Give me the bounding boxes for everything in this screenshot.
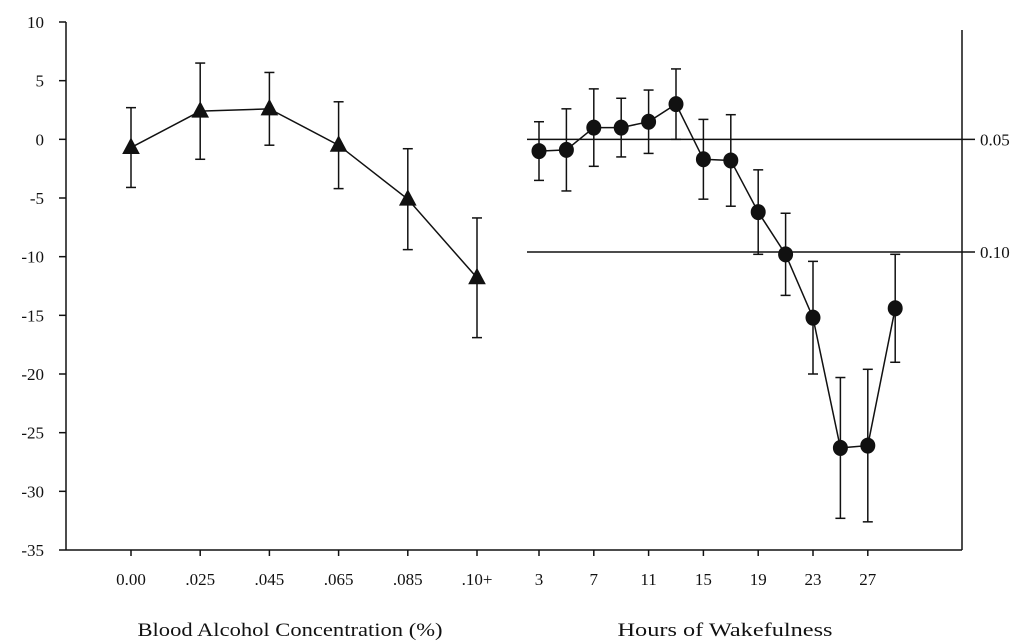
x-tick-label: 23	[805, 570, 822, 589]
y-tick-label: -35	[21, 541, 44, 560]
x-tick-label: 0.00	[116, 570, 146, 589]
series-alcohol	[122, 62, 486, 339]
x-tick-label: 3	[535, 570, 544, 589]
x-axis-title-wakefulness: Hours of Wakefulness	[618, 620, 833, 641]
data-point-circle	[641, 113, 657, 130]
x-tick-label: .10+	[462, 570, 493, 589]
data-point-circle	[613, 119, 629, 136]
series-line-wakefulness	[538, 103, 896, 449]
x-tick-label: .065	[324, 570, 354, 589]
y-tick-label: -15	[21, 306, 44, 325]
data-point-circle	[531, 143, 547, 160]
y-tick-label: 0	[36, 130, 45, 149]
data-point-circle	[750, 204, 766, 221]
data-point-triangle	[191, 101, 210, 118]
y-tick-label: -5	[30, 189, 44, 208]
x-tick-label: .025	[185, 570, 215, 589]
x-tick-label: 27	[859, 570, 877, 589]
data-point-circle	[805, 309, 821, 326]
y-axis-ticks: 10 5 0 -5 -10 -15 -20 -25 -30 -35	[21, 13, 66, 560]
data-point-triangle	[468, 267, 486, 285]
x-tick-label: 15	[695, 570, 712, 589]
data-point-circle	[832, 439, 848, 456]
x-tick-label: 19	[750, 570, 767, 589]
data-point-circle	[668, 96, 684, 113]
data-point-circle	[860, 437, 876, 454]
data-point-circle	[558, 141, 574, 158]
y-tick-label: -20	[21, 365, 44, 384]
data-point-circle	[723, 152, 739, 169]
x-axis-title-alcohol: Blood Alcohol Concentration (%)	[138, 620, 443, 641]
data-point-triangle	[122, 137, 140, 155]
x-tick-label: 11	[640, 570, 656, 589]
y-tick-label: -10	[21, 248, 44, 267]
reference-lines: 0.05 0.10	[527, 130, 1010, 262]
series-line-alcohol	[130, 108, 478, 279]
x-tick-label: .045	[255, 570, 285, 589]
reference-line-label: 0.05	[980, 130, 1010, 149]
data-point-triangle	[398, 189, 417, 206]
y-tick-label: 10	[27, 13, 44, 32]
x-tick-label: 7	[590, 570, 599, 589]
x-tick-label: .085	[393, 570, 423, 589]
data-point-circle	[695, 151, 711, 168]
reference-line-label: 0.10	[980, 243, 1010, 262]
x-axis-ticks-alcohol: 0.00 .025 .045 .065 .085 .10+	[116, 550, 492, 589]
data-point-circle	[586, 119, 602, 136]
data-point-triangle	[260, 98, 279, 116]
data-point-circle	[778, 246, 794, 263]
y-tick-label: -25	[21, 424, 44, 443]
y-tick-label: -30	[21, 482, 44, 501]
x-axis-ticks-wakefulness: 3 7 11 15 19 23 27	[535, 550, 877, 589]
data-point-circle	[887, 300, 903, 317]
series-wakefulness	[531, 68, 903, 523]
y-tick-label: 5	[36, 72, 45, 91]
data-point-triangle	[329, 135, 348, 152]
